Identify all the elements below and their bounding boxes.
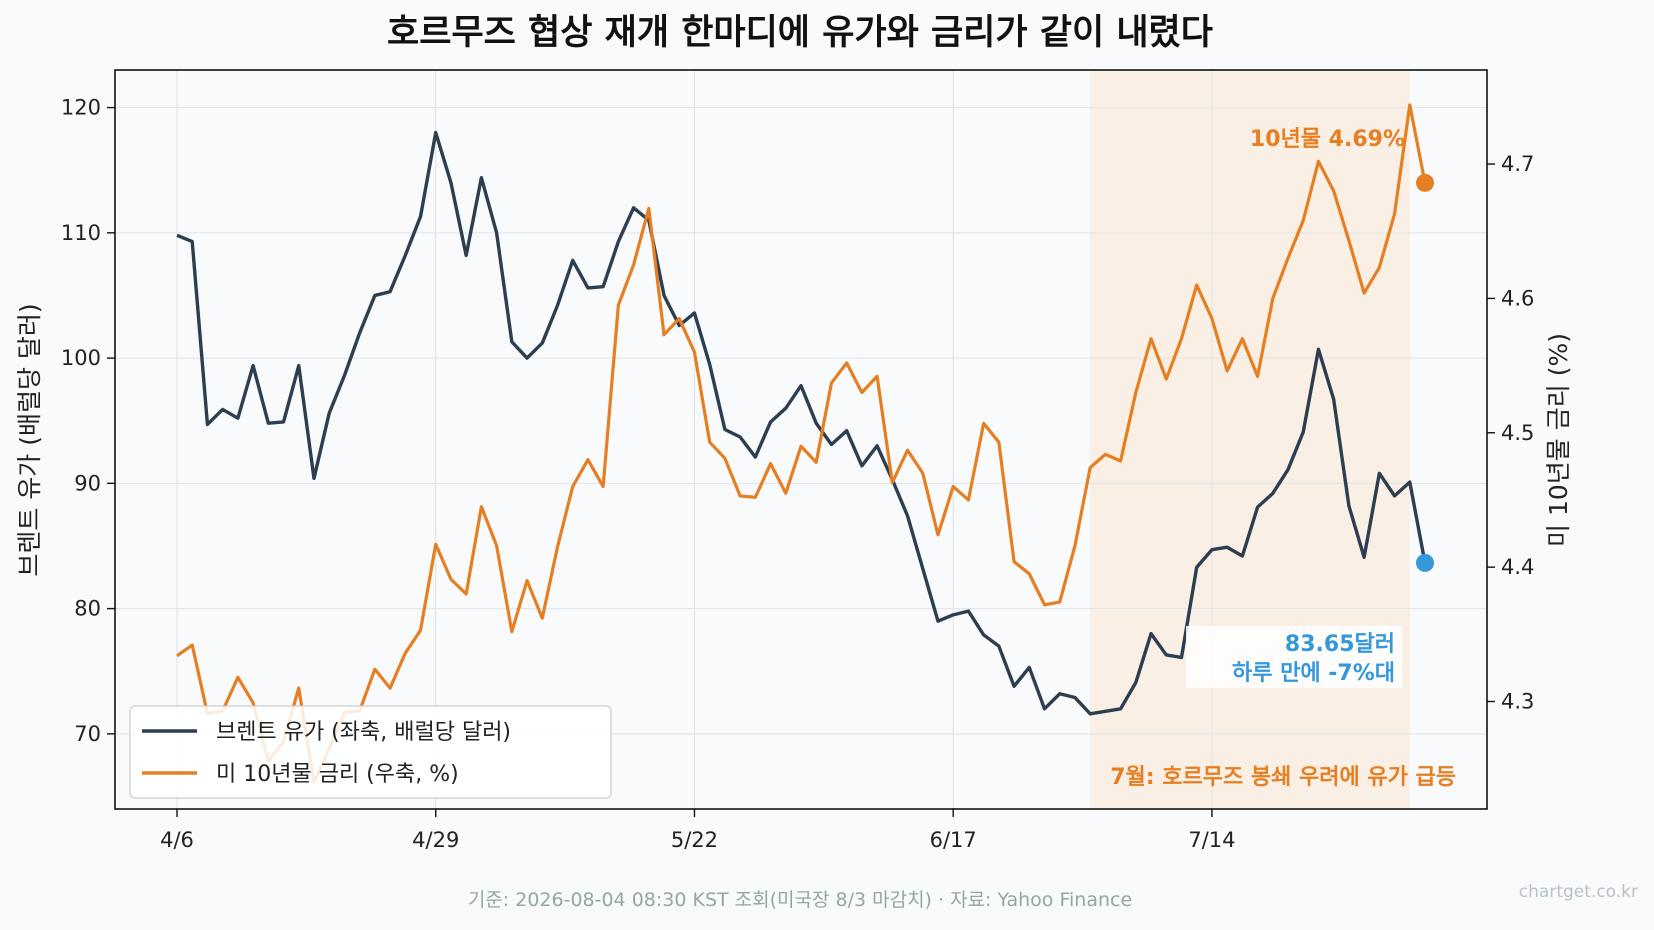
x-tick-label: 7/14 <box>1188 828 1235 852</box>
y-left-tick-label: 110 <box>61 221 101 245</box>
y-axis-left-label: 브렌트 유가 (배럴당 달러) <box>15 303 44 576</box>
legend-oil-label: 브렌트 유가 (좌축, 배럴당 달러) <box>216 720 511 745</box>
y-left-tick-label: 100 <box>61 346 101 370</box>
footer-source: 기준: 2026-08-04 08:30 KST 조회(미국장 8/3 마감치)… <box>468 889 1132 911</box>
x-tick-label: 4/6 <box>160 828 194 852</box>
y-axis-right-label: 미 10년물 금리 (%) <box>1544 333 1573 547</box>
shaded-region <box>1090 70 1410 809</box>
oil-last-annotation-line1: 83.65달러 <box>1285 632 1395 657</box>
yield-series-line <box>176 103 1427 784</box>
oil-last-annotation-line2: 하루 만에 -7%대 <box>1232 661 1395 686</box>
y-right-tick-label: 4.4 <box>1501 555 1534 579</box>
oil-last-point <box>1416 553 1434 572</box>
plot-frame <box>114 69 1488 810</box>
y-left-tick-label: 120 <box>61 96 101 120</box>
y-right-tick-label: 4.5 <box>1501 421 1534 445</box>
y-right-tick-label: 4.6 <box>1501 286 1534 310</box>
yield-last-point <box>1416 173 1434 192</box>
y-axis-right: 4.3 4.4 4.5 4.6 4.7 <box>1487 152 1534 714</box>
shaded-region-label: 7월: 호르무즈 봉쇄 우려에 유가 급등 <box>1110 765 1456 790</box>
legend: 브렌트 유가 (좌축, 배럴당 달러) 미 10년물 금리 (우축, %) <box>129 705 612 799</box>
legend-yield-label: 미 10년물 금리 (우축, %) <box>216 762 459 787</box>
legend-box <box>129 705 612 799</box>
oil-series-line <box>176 130 1427 716</box>
x-tick-label: 5/22 <box>671 828 718 852</box>
y-left-tick-label: 90 <box>74 471 101 495</box>
y-right-tick-label: 4.7 <box>1501 152 1534 176</box>
chart-title: 호르무즈 협상 재개 한마디에 유가와 금리가 같이 내렸다 <box>387 13 1213 53</box>
y-left-tick-label: 70 <box>74 722 101 746</box>
x-tick-label: 4/29 <box>412 828 459 852</box>
y-left-tick-label: 80 <box>74 597 101 621</box>
watermark: chartget.co.kr <box>1519 882 1638 902</box>
y-right-tick-label: 4.3 <box>1501 690 1534 714</box>
x-tick-label: 6/17 <box>930 828 977 852</box>
oil-annotation-box <box>1186 626 1402 688</box>
y-axis-left: 70 80 90 100 110 120 <box>61 96 115 746</box>
yield-last-annotation: 10년물 4.69% <box>1250 127 1405 152</box>
x-axis: 4/6 4/29 5/22 6/17 7/14 <box>160 809 1236 852</box>
